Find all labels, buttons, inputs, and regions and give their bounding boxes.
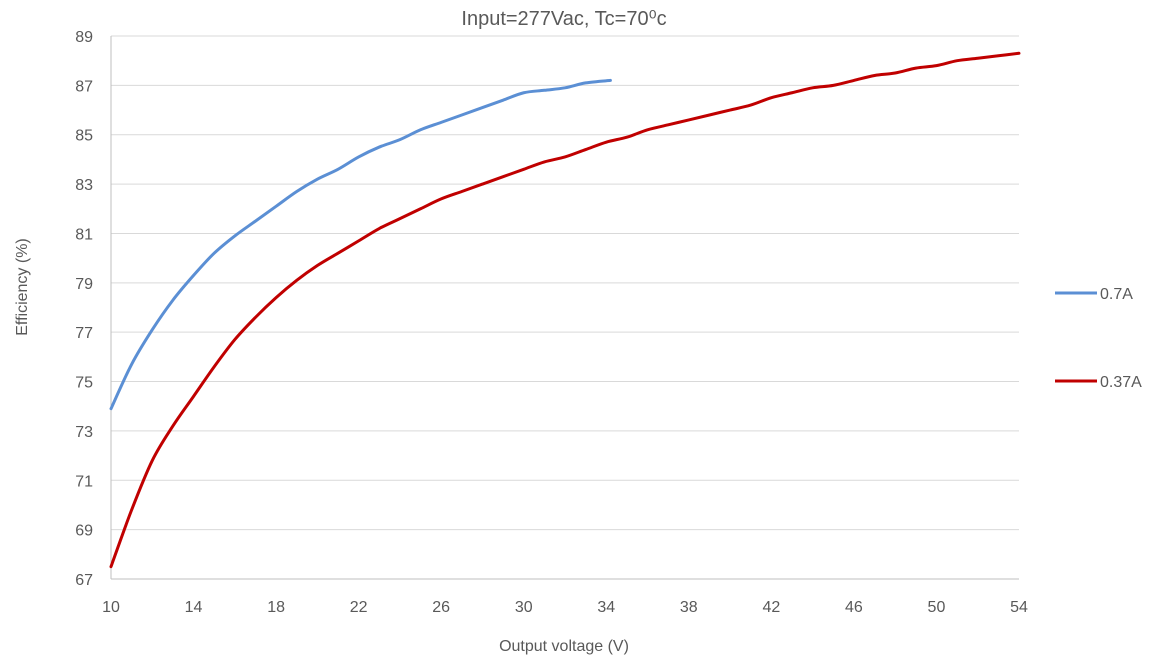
x-tick-label: 22: [350, 599, 368, 616]
x-tick-label: 42: [762, 599, 780, 616]
y-tick-label: 67: [75, 572, 93, 589]
y-tick-label: 79: [75, 276, 93, 293]
chart-title: Input=277Vac, Tc=70⁰c: [461, 8, 666, 30]
legend: 0.7A 0.37A: [1055, 286, 1142, 391]
legend-label: 0.7A: [1100, 286, 1133, 303]
y-tick-label: 71: [75, 473, 93, 490]
x-tick-label: 50: [928, 599, 946, 616]
series-line-0-37A: [109, 51, 1021, 569]
y-tick-label: 73: [75, 424, 93, 441]
y-tick-label: 83: [75, 177, 93, 194]
x-tick-label: 14: [185, 599, 203, 616]
tick-labels: 67 69 71 73 75 77 79 81 83 85 87 89 10 14 18 22 26 30 34 38…: [75, 29, 1028, 616]
series-line-0-7A: [109, 78, 612, 411]
x-tick-label: 46: [845, 599, 863, 616]
x-tick-label: 54: [1010, 599, 1028, 616]
y-axis-title: Efficiency (%): [14, 238, 31, 336]
x-axis-title: Output voltage (V): [499, 638, 629, 655]
gridlines: [111, 35, 1019, 580]
x-tick-label: 30: [515, 599, 533, 616]
y-tick-label: 89: [75, 29, 93, 46]
series-lines: [109, 51, 1021, 569]
y-tick-label: 87: [75, 78, 93, 95]
y-tick-label: 69: [75, 523, 93, 540]
x-tick-label: 18: [267, 599, 285, 616]
y-tick-label: 75: [75, 375, 93, 392]
x-tick-label: 38: [680, 599, 698, 616]
y-tick-label: 85: [75, 128, 93, 145]
y-tick-label: 77: [75, 325, 93, 342]
x-tick-label: 34: [597, 599, 615, 616]
axes: [110, 36, 1019, 580]
y-tick-label: 81: [75, 226, 93, 243]
x-tick-label: 10: [102, 599, 120, 616]
legend-label: 0.37A: [1100, 374, 1142, 391]
x-tick-label: 26: [432, 599, 450, 616]
